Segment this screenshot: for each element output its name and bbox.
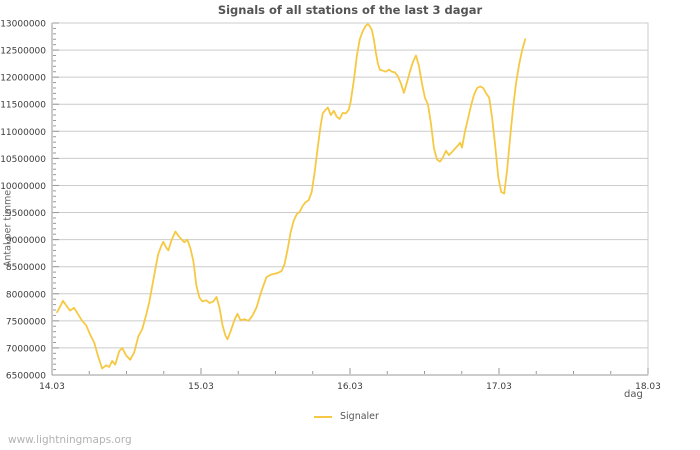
y-tick-label: 10500000: [0, 155, 46, 165]
y-tick-label: 6500000: [6, 372, 46, 382]
y-tick-label: 9000000: [6, 236, 46, 246]
watermark: www.lightningmaps.org: [8, 434, 132, 446]
x-tick-label: 14.03: [39, 382, 65, 392]
y-tick-label: 11500000: [0, 101, 46, 111]
x-tick-label: 18.03: [635, 382, 661, 392]
plot-border: [51, 22, 649, 376]
y-tick-label: 10000000: [0, 182, 46, 192]
x-axis-title: dag: [624, 389, 643, 400]
y-axis-title: Antal per timme: [2, 189, 14, 268]
y-tick-label: 12500000: [0, 47, 46, 57]
y-tick-label: 13000000: [0, 20, 46, 30]
signal-line: [56, 23, 527, 370]
legend-line-sample: [314, 415, 332, 418]
y-tick-label: 7000000: [6, 344, 46, 354]
y-tick-label: 8000000: [6, 290, 46, 300]
chart-title: Signals of all stations of the last 3 da…: [217, 3, 483, 17]
y-tick-label: 11000000: [0, 128, 46, 138]
legend: Signaler: [314, 411, 379, 422]
y-tick-label: 9500000: [6, 209, 46, 219]
y-tick-label: 12000000: [0, 74, 46, 84]
x-tick-label: 16.03: [337, 382, 363, 392]
x-tick-label: 15.03: [188, 382, 214, 392]
legend-series-label: Signaler: [340, 411, 379, 422]
x-tick-label: 17.03: [486, 382, 512, 392]
y-tick-label: 8500000: [6, 263, 46, 273]
y-tick-label: 7500000: [6, 317, 46, 327]
